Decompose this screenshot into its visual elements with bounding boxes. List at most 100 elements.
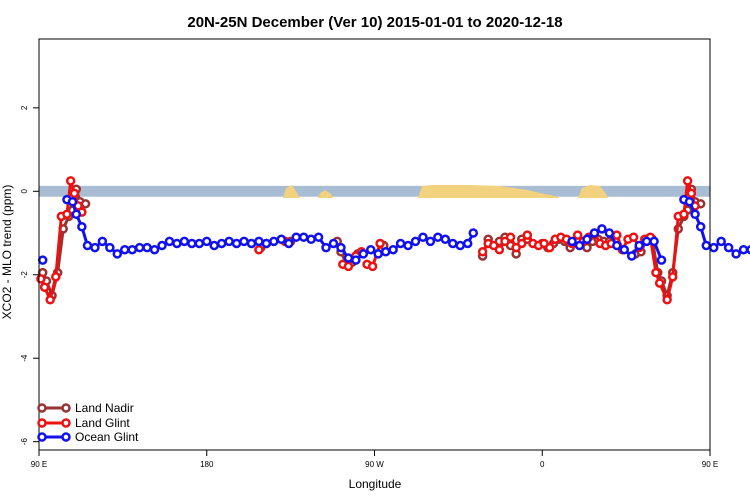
data-point-ocean-glint xyxy=(597,224,607,234)
data-point-land-glint xyxy=(651,267,661,278)
land-shape-caribbean xyxy=(318,190,333,198)
data-point-ocean-glint xyxy=(231,238,242,249)
y-tick-label: 0 xyxy=(20,189,29,194)
x-tick-label: 0 xyxy=(540,460,545,469)
data-point-ocean-glint xyxy=(373,249,383,259)
data-point-ocean-glint xyxy=(90,242,100,253)
land-shape-asia xyxy=(578,185,608,198)
data-point-ocean-glint xyxy=(690,209,700,219)
data-point-land-glint xyxy=(51,272,61,282)
x-axis: 90 E 180 90 W 0 90 E xyxy=(31,450,718,469)
ocean-band xyxy=(39,185,710,197)
data-point-ocean-glint xyxy=(37,255,48,265)
legend-marker-land-nadir xyxy=(37,403,47,413)
legend-marker-land-nadir xyxy=(61,403,71,413)
data-point-land-glint xyxy=(628,232,639,242)
data-point-land-glint xyxy=(654,278,665,288)
data-point-land-glint xyxy=(69,188,80,199)
data-point-land-glint xyxy=(505,232,516,242)
data-point-ocean-glint xyxy=(612,240,622,251)
y-axis: 2 0 -2 -4 -6 xyxy=(20,105,39,445)
data-point-ocean-glint xyxy=(239,236,249,247)
data-point-land-glint xyxy=(516,238,527,249)
data-point-ocean-glint xyxy=(194,238,205,249)
data-point-land-glint xyxy=(65,176,76,186)
data-point-ocean-glint xyxy=(574,240,585,251)
data-point-land-glint xyxy=(62,209,72,219)
data-point-ocean-glint xyxy=(71,209,82,219)
data-point-ocean-glint xyxy=(619,244,630,255)
legend-item-ocean-glint: Ocean Glint xyxy=(37,430,139,444)
legend-marker-land-glint xyxy=(61,418,71,428)
data-point-land-glint xyxy=(494,244,505,255)
data-point-ocean-glint xyxy=(284,238,294,249)
legend-label-land-nadir: Land Nadir xyxy=(75,401,134,415)
data-point-land-nadir xyxy=(80,199,91,209)
data-point-ocean-glint xyxy=(641,236,652,247)
data-point-ocean-glint xyxy=(172,238,182,249)
data-point-land-glint xyxy=(667,272,678,282)
x-tick-label: 90 E xyxy=(702,460,718,469)
data-point-ocean-glint xyxy=(366,244,376,255)
data-point-ocean-glint xyxy=(388,244,398,255)
data-point-ocean-glint xyxy=(187,238,197,249)
series-layer xyxy=(36,176,750,305)
data-point-ocean-glint xyxy=(343,253,354,263)
legend-marker-ocean-glint xyxy=(61,432,71,442)
data-point-ocean-glint xyxy=(149,244,160,255)
data-point-ocean-glint xyxy=(589,228,600,238)
data-point-land-glint xyxy=(254,244,264,255)
data-point-ocean-glint xyxy=(731,249,741,259)
data-point-ocean-glint xyxy=(216,238,227,249)
data-point-land-glint xyxy=(544,242,555,253)
legend: Land Nadir Land Glint Ocean Glint xyxy=(37,401,139,444)
data-point-ocean-glint xyxy=(313,232,324,242)
data-point-ocean-glint xyxy=(738,244,749,255)
data-point-ocean-glint xyxy=(269,236,279,247)
legend-item-land-nadir: Land Nadir xyxy=(37,401,134,415)
data-point-land-glint xyxy=(45,295,55,305)
data-point-land-glint xyxy=(477,247,488,257)
data-point-land-glint xyxy=(572,230,583,240)
data-point-ocean-glint xyxy=(455,240,465,251)
data-point-ocean-glint xyxy=(701,240,712,251)
data-point-ocean-glint xyxy=(97,236,108,247)
data-point-ocean-glint xyxy=(246,238,257,249)
land-mask-band xyxy=(39,185,710,198)
data-point-ocean-glint xyxy=(67,196,78,207)
data-point-ocean-glint xyxy=(127,244,137,255)
data-point-ocean-glint xyxy=(157,240,167,251)
data-point-ocean-glint xyxy=(142,242,152,253)
data-point-ocean-glint xyxy=(395,238,406,249)
data-point-ocean-glint xyxy=(746,245,750,255)
data-point-land-glint xyxy=(682,176,693,186)
x-axis-label: Longitude xyxy=(349,477,402,491)
data-point-ocean-glint xyxy=(336,242,346,253)
data-point-ocean-glint xyxy=(433,232,443,242)
legend-item-land-glint: Land Glint xyxy=(37,416,130,430)
land-shapes xyxy=(283,185,608,198)
legend-marker-ocean-glint xyxy=(37,432,47,442)
y-axis-label: XCO2 - MLO trend (ppm) xyxy=(0,185,14,320)
data-point-land-glint xyxy=(662,295,672,305)
data-point-ocean-glint xyxy=(276,234,287,245)
data-point-ocean-glint xyxy=(425,236,436,247)
data-point-ocean-glint xyxy=(77,222,87,232)
data-point-ocean-glint xyxy=(582,234,592,245)
data-point-ocean-glint xyxy=(462,238,473,249)
x-tick-label: 90 E xyxy=(31,460,47,469)
data-point-ocean-glint xyxy=(351,255,361,265)
data-point-ocean-glint xyxy=(440,234,451,245)
chart-title: 20N-25N December (Ver 10) 2015-01-01 to … xyxy=(187,14,562,31)
y-tick-label: 2 xyxy=(20,105,29,110)
y-tick-label: -6 xyxy=(20,438,29,446)
y-tick-label: -4 xyxy=(20,354,29,362)
data-point-ocean-glint xyxy=(164,236,175,247)
data-point-ocean-glint xyxy=(634,240,644,251)
data-point-ocean-glint xyxy=(410,236,421,247)
data-point-land-glint xyxy=(375,238,385,249)
data-point-ocean-glint xyxy=(708,242,719,253)
data-point-land-glint xyxy=(367,261,378,272)
legend-label-land-glint: Land Glint xyxy=(75,416,130,430)
